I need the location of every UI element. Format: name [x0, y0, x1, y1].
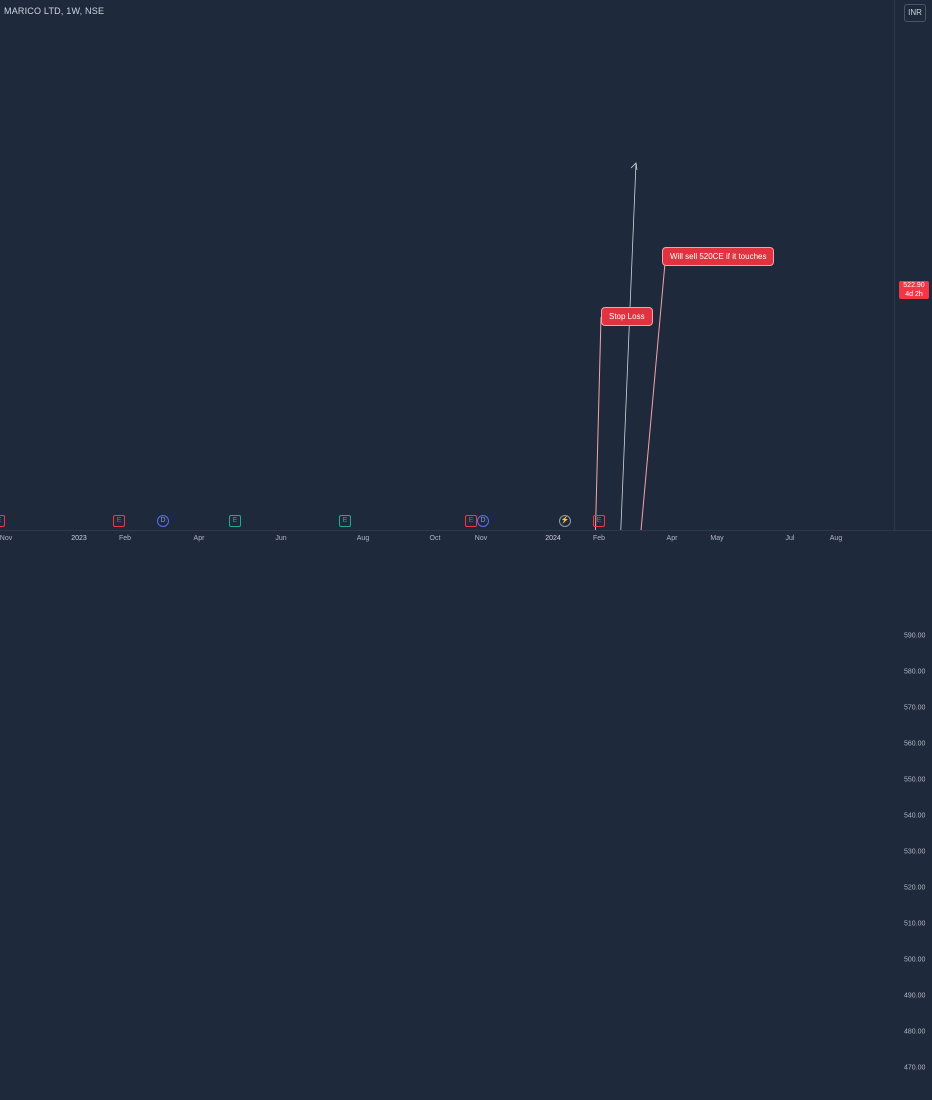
stop-loss-callout[interactable]: Stop Loss [601, 307, 653, 326]
sell-note-callout[interactable]: Will sell 520CE if it touches [662, 247, 775, 266]
time-tick-label: Jun [275, 535, 287, 542]
time-tick-label: Aug [829, 535, 843, 542]
time-axis[interactable] [0, 530, 932, 551]
time-tick-label: Jul [785, 535, 795, 542]
time-tick-label: Feb [118, 535, 132, 542]
dividend-icon[interactable]: D [157, 515, 169, 527]
price-tick-label: 470.00 [904, 1064, 926, 1071]
time-tick-label: Apr [666, 535, 678, 542]
bar-countdown: 4d 2h [905, 291, 923, 298]
dividend-icon[interactable]: D [477, 515, 489, 527]
earnings-icon[interactable]: E [593, 515, 605, 527]
price-chart-plot[interactable] [0, 0, 894, 530]
price-axis[interactable] [894, 0, 932, 530]
price-tick-label: 480.00 [904, 1028, 926, 1035]
sell-note-pointer [640, 262, 666, 530]
time-tick-label: 2024 [545, 535, 561, 542]
price-tick-label: 570.00 [904, 704, 926, 711]
earnings-icon[interactable]: E [229, 515, 241, 527]
price-tick-label: 560.00 [904, 740, 926, 747]
drawing-tools-layer[interactable] [277, 162, 666, 530]
time-tick-label: Feb [592, 535, 606, 542]
earnings-icon[interactable]: E [113, 515, 125, 527]
price-tick-label: 540.00 [904, 812, 926, 819]
last-price-value: 522.90 [903, 282, 925, 289]
earnings-icon[interactable]: E [465, 515, 477, 527]
price-tick-label: 530.00 [904, 848, 926, 855]
time-tick-label: Aug [356, 535, 370, 542]
price-tick-label: 520.00 [904, 884, 926, 891]
price-tick-label: 500.00 [904, 956, 926, 963]
time-tick-label: Nov [474, 535, 488, 542]
time-tick-label: 2023 [71, 535, 87, 542]
earnings-icon[interactable]: E [0, 515, 5, 527]
currency-button[interactable]: INR [904, 4, 926, 22]
projection-arrow [620, 162, 637, 530]
time-tick-label: Nov [0, 535, 13, 542]
time-tick-label: May [710, 535, 724, 542]
symbol-title[interactable]: MARICO LTD, 1W, NSE [4, 6, 105, 16]
arrow-head-icon [630, 162, 638, 171]
chart-workspace[interactable]: { "header": { "symbol_title": "MARICO LT… [0, 0, 932, 1071]
stop-loss-pointer [594, 316, 602, 530]
price-tick-label: 580.00 [904, 668, 926, 675]
price-tick-label: 550.00 [904, 776, 926, 783]
price-tick-label: 510.00 [904, 920, 926, 927]
time-tick-label: Apr [193, 535, 205, 542]
price-tick-label: 490.00 [904, 992, 926, 999]
price-tick-label: 590.00 [904, 632, 926, 639]
time-tick-label: Oct [429, 535, 441, 542]
earnings-icon[interactable]: E [339, 515, 351, 527]
last-price-tag: 522.90 4d 2h [899, 281, 929, 299]
split-icon[interactable]: ⚡ [559, 515, 571, 527]
